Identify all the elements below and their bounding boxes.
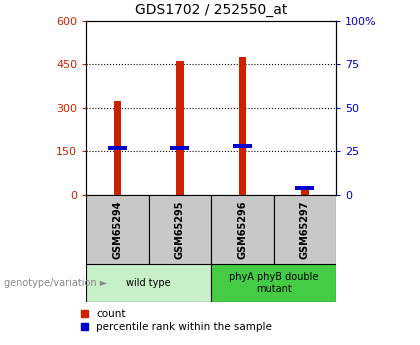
Bar [239, 148, 246, 195]
Bar [273, 195, 336, 264]
Bar [233, 145, 252, 148]
Bar [113, 150, 121, 195]
Text: genotype/variation ►: genotype/variation ► [4, 278, 108, 288]
Bar [239, 57, 246, 195]
Text: wild type: wild type [126, 278, 171, 288]
Bar [86, 264, 211, 302]
Bar [239, 57, 246, 145]
Text: GSM65296: GSM65296 [237, 200, 247, 259]
Text: GSM65294: GSM65294 [112, 200, 122, 259]
Text: GSM65297: GSM65297 [300, 200, 310, 259]
Bar [86, 195, 149, 264]
Title: GDS1702 / 252550_at: GDS1702 / 252550_at [135, 3, 287, 17]
Bar [211, 195, 273, 264]
Bar [301, 186, 309, 195]
Legend: count, percentile rank within the sample: count, percentile rank within the sample [81, 309, 272, 332]
Text: phyA phyB double
mutant: phyA phyB double mutant [229, 272, 318, 294]
Text: GSM65295: GSM65295 [175, 200, 185, 259]
Bar [176, 61, 184, 195]
Bar [301, 190, 309, 195]
Bar [113, 100, 121, 195]
Bar [113, 100, 121, 146]
Bar [211, 264, 336, 302]
Bar [149, 195, 211, 264]
Bar [176, 150, 184, 195]
Bar [295, 186, 314, 190]
Bar [176, 61, 184, 146]
Bar [108, 146, 127, 150]
Bar [171, 146, 189, 150]
